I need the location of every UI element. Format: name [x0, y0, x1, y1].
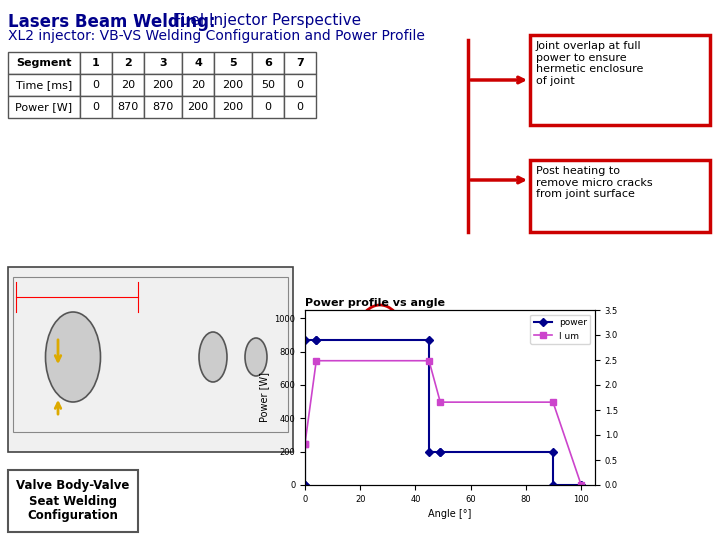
Text: 870: 870: [117, 102, 139, 112]
Text: Time [ms]: Time [ms]: [16, 80, 72, 90]
Bar: [112, 52, 144, 74]
Text: 5: 5: [229, 58, 237, 68]
Bar: [252, 74, 284, 96]
power: [312, 337, 320, 343]
Bar: [144, 52, 182, 74]
power: [301, 337, 310, 343]
Bar: [8, 52, 80, 74]
Bar: [214, 52, 252, 74]
Bar: [214, 96, 252, 118]
Bar: [284, 74, 316, 96]
Text: 200: 200: [222, 80, 243, 90]
Text: 3: 3: [159, 58, 167, 68]
Text: Post heating to
remove micro cracks
from joint surface: Post heating to remove micro cracks from…: [536, 166, 652, 199]
Bar: [8, 74, 80, 96]
Bar: [144, 74, 182, 96]
l um: [301, 440, 310, 447]
X-axis label: Angle [°]: Angle [°]: [428, 509, 472, 519]
Text: 7: 7: [296, 58, 304, 68]
Text: Power profile vs angle: Power profile vs angle: [305, 298, 445, 308]
Text: 20: 20: [191, 80, 205, 90]
Text: Valve Body-Valve
Seat Welding
Configuration: Valve Body-Valve Seat Welding Configurat…: [17, 480, 130, 523]
power: [549, 482, 557, 488]
Bar: [8, 267, 293, 452]
Text: Fuel Injector Perspective: Fuel Injector Perspective: [168, 13, 361, 28]
Bar: [530, 35, 710, 125]
power: [425, 337, 433, 343]
Bar: [214, 74, 252, 96]
Text: Lasers Beam Welding:: Lasers Beam Welding:: [8, 13, 215, 31]
Text: 0: 0: [92, 80, 99, 90]
Text: 0: 0: [297, 102, 304, 112]
Text: 200: 200: [222, 102, 243, 112]
Text: 6: 6: [264, 58, 272, 68]
Bar: [284, 96, 316, 118]
power: [436, 448, 444, 455]
l um: [577, 482, 585, 488]
power: [549, 448, 557, 455]
Bar: [252, 52, 284, 74]
Bar: [252, 96, 284, 118]
Bar: [182, 74, 214, 96]
Text: 200: 200: [153, 80, 174, 90]
Y-axis label: Power [W]: Power [W]: [258, 373, 269, 422]
Text: 1: 1: [92, 58, 100, 68]
power: [301, 482, 310, 488]
l um: [436, 399, 444, 406]
Bar: [182, 52, 214, 74]
power: [577, 482, 585, 488]
Text: 870: 870: [153, 102, 174, 112]
Legend: power, l um: power, l um: [530, 314, 590, 345]
Bar: [530, 160, 710, 232]
power: [577, 482, 585, 488]
Text: 2: 2: [124, 58, 132, 68]
Bar: [80, 52, 112, 74]
Text: XL2 injector: VB-VS Welding Configuration and Power Profile: XL2 injector: VB-VS Welding Configuratio…: [8, 29, 425, 43]
Ellipse shape: [245, 338, 267, 376]
Bar: [80, 96, 112, 118]
Ellipse shape: [199, 332, 227, 382]
l um: [425, 357, 433, 364]
Bar: [284, 52, 316, 74]
Bar: [144, 96, 182, 118]
Line: l um: l um: [302, 358, 584, 488]
power: [312, 337, 320, 343]
Bar: [8, 96, 80, 118]
Line: power: power: [302, 337, 584, 488]
l um: [301, 440, 310, 447]
Text: Joint overlap at full
power to ensure
hermetic enclosure
of joint: Joint overlap at full power to ensure he…: [536, 41, 644, 86]
Text: Power [W]: Power [W]: [15, 102, 73, 112]
Text: 50: 50: [261, 80, 275, 90]
power: [436, 448, 444, 455]
Bar: [13, 277, 288, 432]
Text: 20: 20: [121, 80, 135, 90]
Text: 200: 200: [187, 102, 209, 112]
Text: 4: 4: [194, 58, 202, 68]
Text: Segment: Segment: [17, 58, 72, 68]
Ellipse shape: [45, 312, 101, 402]
Text: 0: 0: [92, 102, 99, 112]
Bar: [182, 96, 214, 118]
l um: [549, 399, 557, 406]
power: [301, 482, 310, 488]
Text: 0: 0: [297, 80, 304, 90]
Text: 0: 0: [264, 102, 271, 112]
l um: [312, 357, 320, 364]
Bar: [112, 96, 144, 118]
Bar: [8, 470, 138, 532]
power: [425, 448, 433, 455]
Bar: [80, 74, 112, 96]
Bar: [112, 74, 144, 96]
